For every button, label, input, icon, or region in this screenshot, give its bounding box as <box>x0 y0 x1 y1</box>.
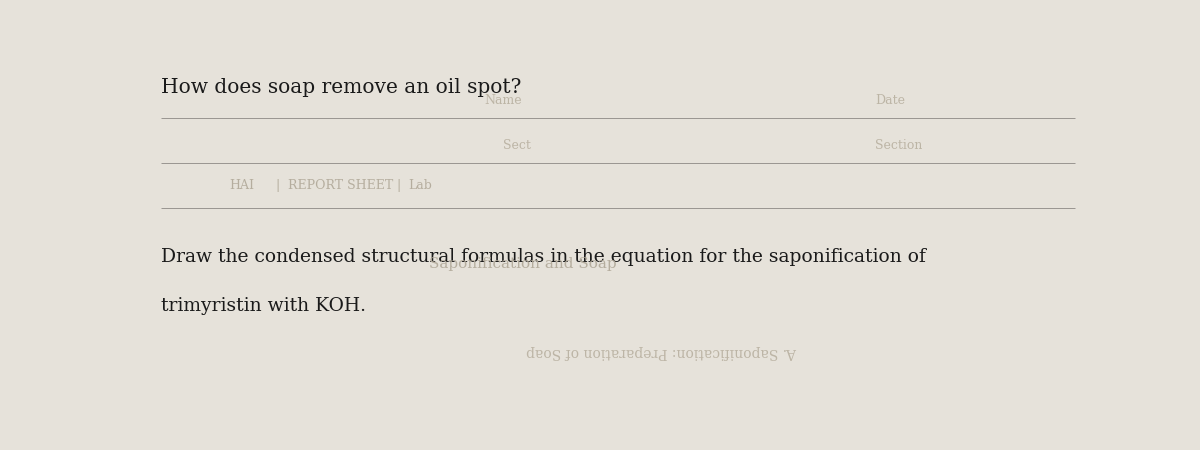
Text: Draw the condensed structural formulas in the equation for the saponification of: Draw the condensed structural formulas i… <box>161 248 926 266</box>
Text: HAI: HAI <box>229 179 254 192</box>
Text: How does soap remove an oil spot?: How does soap remove an oil spot? <box>161 78 522 97</box>
Text: Lab: Lab <box>408 179 432 192</box>
Text: Date: Date <box>876 94 906 107</box>
Text: REPORT SHEET: REPORT SHEET <box>288 179 392 192</box>
Text: |: | <box>276 179 280 192</box>
Text: Name: Name <box>485 94 522 107</box>
Text: A. Saponification: Preparation of Soap: A. Saponification: Preparation of Soap <box>526 345 797 359</box>
Text: trimyristin with KOH.: trimyristin with KOH. <box>161 297 366 315</box>
Text: Saponification and Soap: Saponification and Soap <box>430 256 617 270</box>
Text: Sect: Sect <box>504 140 532 152</box>
Text: Section: Section <box>876 140 923 152</box>
Text: |: | <box>396 179 401 192</box>
